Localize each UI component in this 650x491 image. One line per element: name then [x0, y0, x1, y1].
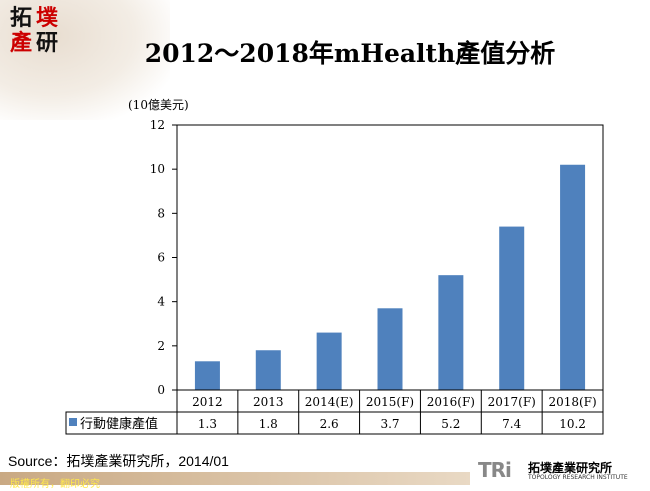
- category-label: 2017(F): [488, 395, 536, 409]
- tri-name-cn: 拓墣產業研究所: [528, 461, 613, 475]
- bar: [255, 350, 281, 390]
- data-label: 7.4: [502, 417, 521, 431]
- source-note: Source：拓墣產業研究所，2014/01: [8, 453, 229, 469]
- data-label: 1.8: [259, 417, 278, 431]
- bar: [499, 226, 525, 390]
- category-label: 2014(E): [305, 395, 354, 409]
- category-label: 2016(F): [427, 395, 475, 409]
- y-tick-label: 10: [150, 162, 165, 176]
- bar: [560, 164, 586, 390]
- data-label: 2.6: [320, 417, 339, 431]
- bar: [377, 308, 403, 390]
- data-label: 10.2: [559, 417, 586, 431]
- category-label: 2013: [253, 395, 284, 409]
- y-tick-label: 12: [150, 118, 165, 132]
- y-tick-label: 8: [157, 206, 165, 220]
- y-tick-label: 4: [157, 295, 165, 309]
- y-axis-unit: (10億美元): [128, 98, 189, 112]
- legend-swatch: [69, 418, 77, 426]
- bar: [438, 275, 464, 390]
- tri-logo: TRi 拓墣產業研究所 TOPOLOGY RESEARCH INSTITUTE: [478, 458, 648, 484]
- footer-bar: 版權所有，翻印必究: [0, 472, 470, 490]
- y-tick-label: 0: [157, 383, 165, 397]
- bar: [194, 361, 220, 390]
- tri-name-en: TOPOLOGY RESEARCH INSTITUTE: [528, 474, 628, 481]
- data-label: 1.3: [198, 417, 217, 431]
- chart-title: 2012～2018年mHealth產值分析: [144, 39, 556, 68]
- legend-label: 行動健康產值: [80, 416, 158, 432]
- bar: [316, 332, 342, 390]
- category-label: 2015(F): [366, 395, 414, 409]
- data-label: 5.2: [441, 417, 460, 431]
- category-label: 2018(F): [548, 395, 596, 409]
- tri-mark: TRi: [478, 458, 512, 482]
- background-map: [0, 0, 170, 120]
- y-tick-label: 2: [157, 339, 165, 353]
- y-tick-label: 6: [157, 251, 165, 265]
- company-logo: 拓墣產研: [9, 6, 58, 56]
- category-label: 2012: [192, 395, 223, 409]
- data-label: 3.7: [380, 417, 399, 431]
